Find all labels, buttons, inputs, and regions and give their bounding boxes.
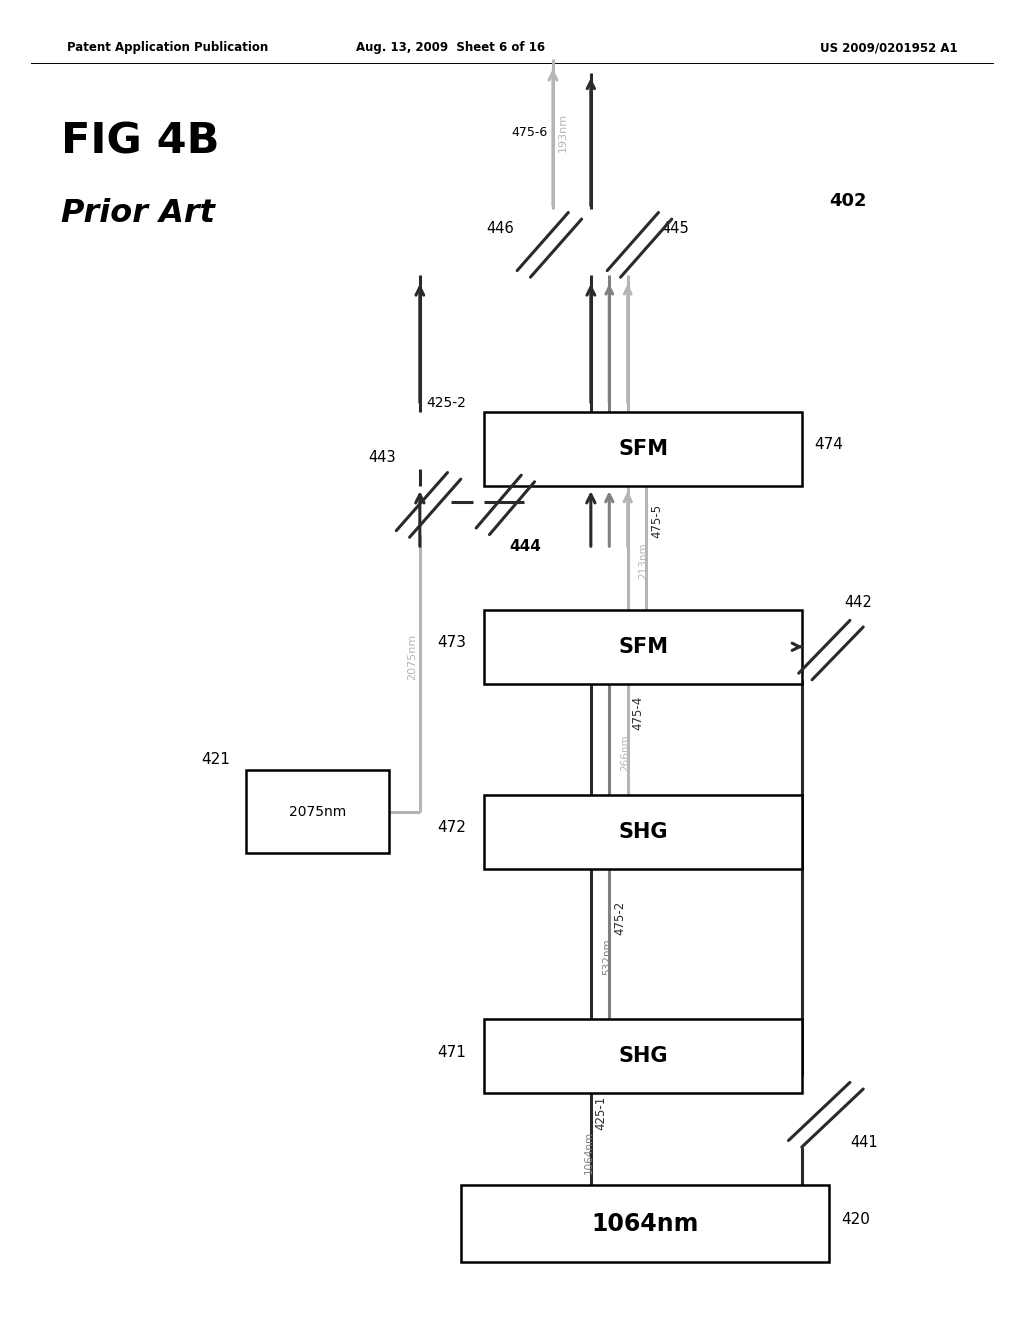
Text: 475-5: 475-5: [650, 504, 663, 539]
Text: 2075nm: 2075nm: [289, 805, 346, 818]
Text: 443: 443: [369, 450, 396, 465]
Text: 193nm: 193nm: [558, 112, 568, 152]
Text: 473: 473: [437, 635, 466, 651]
Text: SFM: SFM: [618, 438, 668, 459]
Text: SHG: SHG: [618, 821, 668, 842]
Text: 425-2: 425-2: [426, 396, 466, 409]
Text: US 2009/0201952 A1: US 2009/0201952 A1: [820, 41, 957, 54]
Text: FIG 4B: FIG 4B: [61, 120, 220, 162]
Text: 471: 471: [437, 1044, 466, 1060]
Text: 420: 420: [842, 1212, 870, 1228]
Text: Patent Application Publication: Patent Application Publication: [67, 41, 268, 54]
Text: 445: 445: [662, 220, 689, 236]
Text: Prior Art: Prior Art: [61, 198, 215, 230]
Text: 442: 442: [845, 595, 872, 610]
FancyBboxPatch shape: [484, 1019, 802, 1093]
Text: 213nm: 213nm: [638, 543, 648, 579]
Text: 446: 446: [486, 220, 514, 236]
FancyBboxPatch shape: [484, 795, 802, 869]
Text: 474: 474: [814, 437, 843, 453]
Text: 402: 402: [829, 191, 867, 210]
Text: 2075nm: 2075nm: [407, 634, 417, 680]
Text: SHG: SHG: [618, 1045, 668, 1067]
Text: 444: 444: [509, 539, 541, 553]
FancyBboxPatch shape: [484, 610, 802, 684]
Text: 421: 421: [202, 751, 230, 767]
FancyBboxPatch shape: [246, 770, 389, 853]
Text: 475-2: 475-2: [613, 900, 626, 935]
Text: 266nm: 266nm: [621, 734, 631, 771]
Text: 472: 472: [437, 820, 466, 836]
Text: 441: 441: [850, 1135, 878, 1150]
Text: 532nm: 532nm: [602, 939, 612, 975]
FancyBboxPatch shape: [461, 1185, 829, 1262]
Text: 475-4: 475-4: [632, 696, 644, 730]
Text: 425-1: 425-1: [595, 1096, 607, 1130]
FancyBboxPatch shape: [484, 412, 802, 486]
Text: 475-6: 475-6: [512, 125, 548, 139]
Text: SFM: SFM: [618, 636, 668, 657]
Text: 1064nm: 1064nm: [592, 1212, 698, 1236]
Text: 1064nm: 1064nm: [584, 1131, 594, 1173]
Text: Aug. 13, 2009  Sheet 6 of 16: Aug. 13, 2009 Sheet 6 of 16: [356, 41, 545, 54]
